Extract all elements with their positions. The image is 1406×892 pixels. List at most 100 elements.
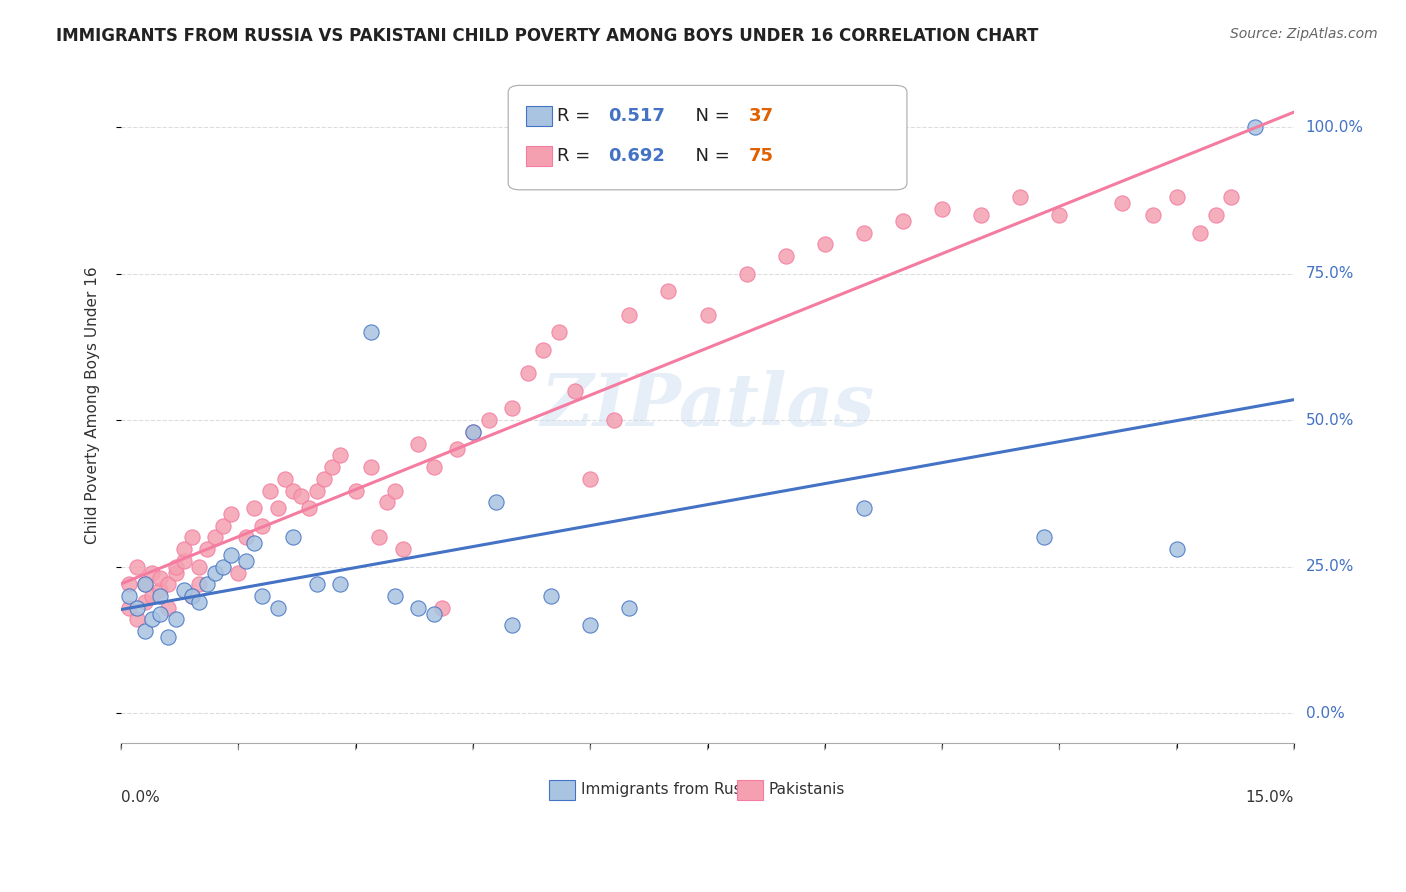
Point	[195, 542, 218, 557]
Point	[243, 501, 266, 516]
Point	[1032, 530, 1054, 544]
Text: R =: R =	[557, 107, 596, 125]
Point	[406, 436, 429, 450]
Point	[329, 448, 352, 462]
Point	[461, 425, 484, 439]
Text: 50.0%: 50.0%	[1306, 413, 1354, 427]
Point	[118, 577, 141, 591]
Point	[485, 495, 508, 509]
Point	[321, 460, 343, 475]
Point	[1010, 190, 1032, 204]
Point	[375, 495, 398, 509]
Point	[852, 226, 875, 240]
Text: IMMIGRANTS FROM RUSSIA VS PAKISTANI CHILD POVERTY AMONG BOYS UNDER 16 CORRELATIO: IMMIGRANTS FROM RUSSIA VS PAKISTANI CHIL…	[56, 27, 1039, 45]
Point	[157, 600, 180, 615]
Point	[219, 507, 242, 521]
FancyBboxPatch shape	[508, 86, 907, 190]
Point	[283, 530, 305, 544]
Point	[298, 501, 321, 516]
FancyBboxPatch shape	[737, 780, 762, 800]
Point	[125, 600, 148, 615]
Point	[423, 460, 446, 475]
Point	[149, 571, 172, 585]
Point	[188, 595, 211, 609]
Text: 37: 37	[748, 107, 773, 125]
Text: 75: 75	[748, 147, 773, 165]
Text: N =: N =	[685, 147, 735, 165]
Point	[235, 554, 257, 568]
Point	[204, 566, 226, 580]
FancyBboxPatch shape	[526, 146, 551, 166]
Point	[305, 577, 328, 591]
Point	[180, 589, 202, 603]
Point	[852, 501, 875, 516]
Text: Pakistanis: Pakistanis	[769, 782, 845, 797]
Point	[149, 589, 172, 603]
Point	[314, 472, 336, 486]
Point	[384, 483, 406, 498]
Text: 100.0%: 100.0%	[1306, 120, 1364, 135]
Point	[141, 589, 163, 603]
Point	[423, 607, 446, 621]
Point	[173, 542, 195, 557]
Point	[266, 501, 288, 516]
Text: Immigrants from Russia: Immigrants from Russia	[581, 782, 763, 797]
Point	[360, 460, 382, 475]
Point	[305, 483, 328, 498]
Text: N =: N =	[685, 107, 735, 125]
Point	[1047, 208, 1070, 222]
Point	[775, 249, 797, 263]
Point	[406, 600, 429, 615]
Point	[141, 612, 163, 626]
Point	[446, 442, 468, 457]
Point	[931, 202, 953, 217]
Point	[1166, 190, 1188, 204]
Point	[548, 326, 571, 340]
Point	[391, 542, 413, 557]
Point	[149, 607, 172, 621]
Point	[368, 530, 391, 544]
Point	[219, 548, 242, 562]
Text: Source: ZipAtlas.com: Source: ZipAtlas.com	[1230, 27, 1378, 41]
Point	[657, 285, 679, 299]
Text: ZIPatlas: ZIPatlas	[540, 370, 875, 441]
Point	[118, 600, 141, 615]
Point	[1244, 120, 1267, 135]
Point	[461, 425, 484, 439]
Point	[540, 589, 562, 603]
Point	[501, 401, 523, 416]
Point	[228, 566, 250, 580]
Point	[970, 208, 993, 222]
Text: 0.517: 0.517	[607, 107, 665, 125]
Point	[173, 554, 195, 568]
Point	[266, 600, 288, 615]
FancyBboxPatch shape	[550, 780, 575, 800]
Point	[259, 483, 281, 498]
Point	[696, 308, 718, 322]
Point	[188, 559, 211, 574]
Text: 75.0%: 75.0%	[1306, 266, 1354, 281]
Point	[274, 472, 297, 486]
Point	[141, 566, 163, 580]
Point	[134, 577, 156, 591]
Text: R =: R =	[557, 147, 596, 165]
Point	[1142, 208, 1164, 222]
Point	[165, 612, 187, 626]
Point	[134, 577, 156, 591]
Point	[157, 577, 180, 591]
Point	[501, 618, 523, 632]
Text: 15.0%: 15.0%	[1246, 789, 1294, 805]
Point	[735, 267, 758, 281]
FancyBboxPatch shape	[526, 105, 551, 126]
Point	[1111, 196, 1133, 211]
Point	[180, 589, 202, 603]
Point	[243, 536, 266, 550]
Point	[891, 214, 914, 228]
Point	[579, 472, 602, 486]
Point	[250, 518, 273, 533]
Point	[531, 343, 554, 357]
Point	[134, 595, 156, 609]
Point	[165, 559, 187, 574]
Point	[329, 577, 352, 591]
Point	[283, 483, 305, 498]
